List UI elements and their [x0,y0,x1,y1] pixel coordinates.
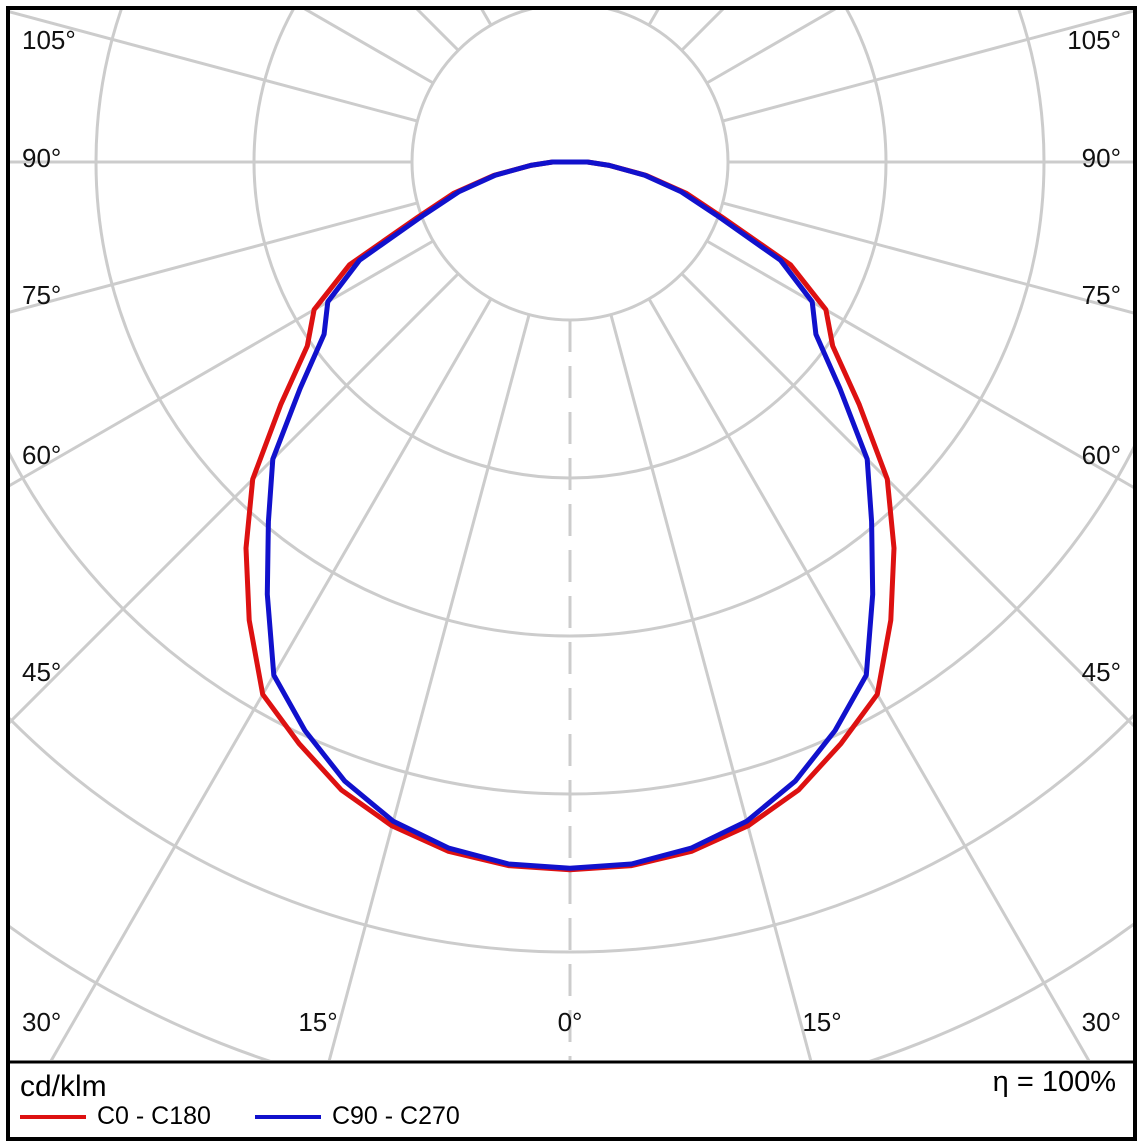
angle-label: 75° [22,280,61,310]
angle-label: 105° [1067,25,1121,55]
grid-ray [722,10,1133,123]
angle-label: 0° [558,1007,583,1037]
angle-label: 30° [1082,1007,1121,1037]
grid-ray [480,10,493,26]
legend-swatch-c0-c180 [20,1114,86,1119]
grid-ray [647,298,1091,1060]
grid-ray [10,10,418,123]
angle-label: 105° [22,25,76,55]
angle-label: 30° [22,1007,61,1037]
angle-label: 15° [802,1007,841,1037]
grid-ray [680,272,1133,728]
angle-label: 45° [22,657,61,687]
angle-labels: 105° 90° 75° 60° 45° 30° 105° 90° 75° 60° 45° 30° 15… [22,25,1121,1037]
legend-label-c90-c270: C90 - C270 [331,1102,460,1130]
grid-ray [10,272,460,725]
angle-label: 15° [298,1007,337,1037]
angle-label: 60° [22,440,61,470]
grid-ray [647,10,660,26]
grid-ray [10,239,434,488]
grid-ray [609,314,813,1060]
legend-label-c0-c180: C0 - C180 [97,1102,211,1130]
legend-item-c0-c180: C0 - C180 [20,1102,211,1131]
unit-label: cd/klm [20,1070,107,1103]
grid-ray [327,314,531,1060]
grid-ray [10,201,418,314]
legend-swatch-c90-c270 [254,1114,321,1119]
grid-ray [49,298,493,1060]
grid-circle [10,713,1133,954]
legend-item-c90-c270: C90 - C270 [254,1102,460,1131]
angle-label: 45° [1082,657,1121,687]
angle-label: 75° [1082,280,1121,310]
grid-ray [706,239,1133,489]
angle-label: 90° [22,143,61,173]
plot-frame [6,6,1137,1141]
legend: C0 - C180 C90 - C270 [20,1102,460,1131]
grid-circle [94,10,1046,638]
grid-circle [252,10,888,480]
curves [243,159,897,873]
grid-ray [722,201,1133,315]
angle-label: 60° [1082,440,1121,470]
efficiency-label: η = 100% [992,1066,1116,1098]
curve-c90-c270 [264,159,876,871]
angle-label: 90° [1082,143,1121,173]
